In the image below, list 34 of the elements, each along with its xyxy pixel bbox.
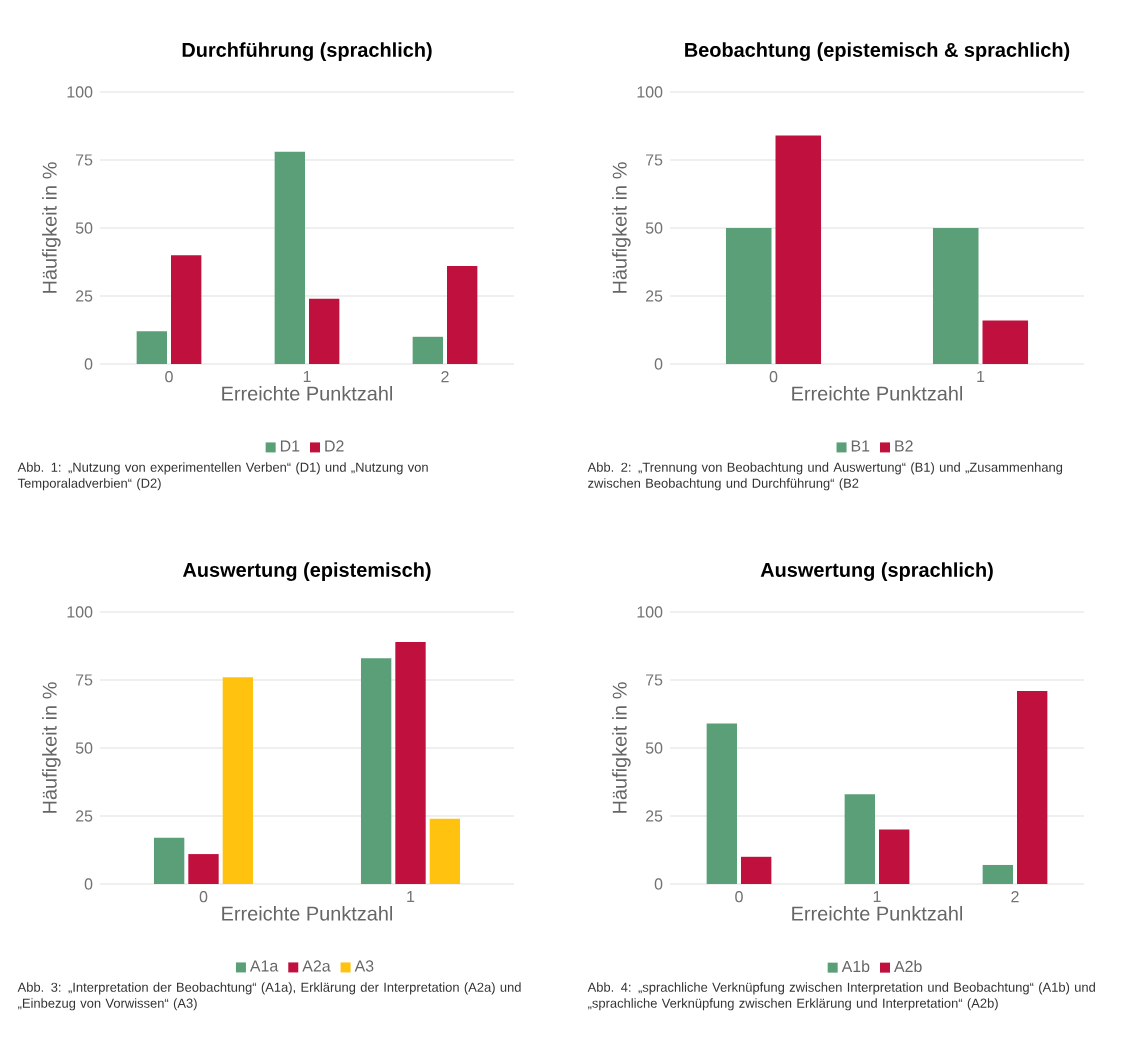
bar: [360, 658, 392, 884]
bar: [309, 298, 340, 364]
bar: [1017, 690, 1048, 884]
chart-title: Durchführung (sprachlich): [182, 42, 432, 61]
x-axis-title: Erreichte Punktzahl: [222, 906, 393, 921]
bar: [171, 255, 202, 364]
bar: [879, 829, 910, 884]
chart-title: Beobachtung (epistemisch & sprachlich): [685, 42, 1070, 61]
bar: [447, 266, 478, 364]
x-axis-title: Erreichte Punktzahl: [222, 386, 393, 401]
bar: [274, 151, 305, 364]
bar: [429, 818, 461, 884]
bar: [741, 856, 772, 884]
bar: [982, 320, 1029, 364]
chart-title: Auswertung (sprachlich): [760, 562, 993, 581]
bar: [395, 641, 426, 884]
bar: [222, 677, 254, 884]
chart-title: Auswertung (epistemisch): [182, 562, 431, 581]
bar: [932, 227, 979, 364]
x-axis-title: Erreichte Punktzahl: [792, 906, 963, 921]
y-axis-title: Häufigkeit in %: [612, 162, 631, 293]
bar: [982, 864, 1014, 884]
y-axis-title: Häufigkeit in %: [42, 682, 61, 813]
bar: [412, 336, 443, 364]
y-axis-title: Häufigkeit in %: [42, 162, 61, 293]
bar: [153, 837, 185, 884]
bar: [844, 794, 876, 884]
x-axis-title: Erreichte Punktzahl: [792, 386, 963, 401]
bar: [725, 227, 772, 364]
bar: [706, 723, 738, 884]
bar: [136, 331, 167, 364]
bar: [775, 135, 822, 364]
y-axis-title: Häufigkeit in %: [612, 682, 631, 813]
bar: [188, 854, 219, 884]
